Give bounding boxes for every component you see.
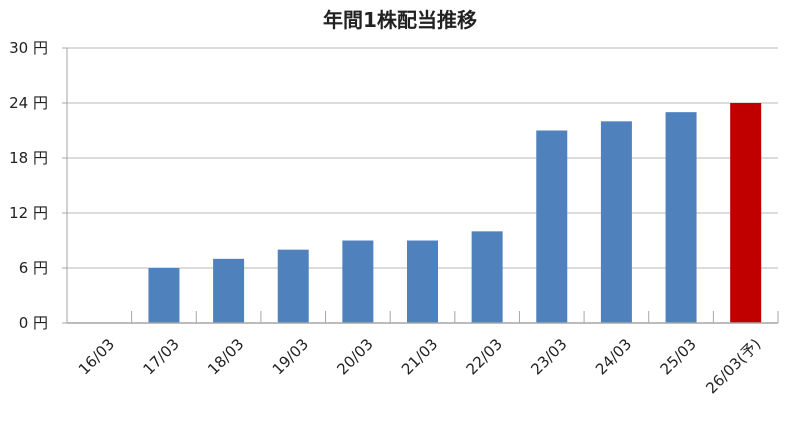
x-tick-label: 19/03 bbox=[269, 335, 312, 378]
y-axis: 0 円 6 円 12 円 18 円 24 円 30 円 bbox=[9, 39, 68, 332]
y-tick-label: 6 円 bbox=[19, 259, 48, 277]
bars bbox=[148, 103, 762, 324]
chart-title: 年間1株配当推移 bbox=[323, 8, 477, 32]
bar bbox=[536, 130, 568, 323]
y-tick-label: 0 円 bbox=[19, 314, 48, 332]
bar bbox=[600, 121, 632, 323]
bar bbox=[342, 240, 374, 323]
x-tick-label: 22/03 bbox=[463, 335, 506, 378]
x-axis: 16/03 17/03 18/03 19/03 20/03 21/03 22/03 23/03… bbox=[66, 311, 779, 397]
bar-forecast bbox=[730, 103, 762, 323]
x-tick-label: 18/03 bbox=[204, 335, 247, 378]
bar bbox=[277, 249, 309, 323]
x-tick-label: 24/03 bbox=[592, 335, 635, 378]
gridlines bbox=[67, 47, 778, 269]
bar bbox=[148, 268, 180, 323]
y-tick-label: 24 円 bbox=[9, 94, 48, 112]
bar bbox=[213, 258, 245, 323]
bar bbox=[471, 231, 503, 323]
x-tick-label: 21/03 bbox=[398, 335, 441, 378]
y-tick-label: 30 円 bbox=[9, 39, 48, 57]
x-tick-label: 25/03 bbox=[657, 335, 700, 378]
x-tick-label: 17/03 bbox=[139, 335, 182, 378]
x-tick-label: 26/03(予) bbox=[702, 335, 764, 397]
y-tick-label: 12 円 bbox=[9, 204, 48, 222]
bar bbox=[665, 112, 697, 324]
bar bbox=[407, 240, 438, 323]
x-tick-label: 16/03 bbox=[75, 335, 118, 378]
x-tick-label: 20/03 bbox=[333, 335, 376, 378]
x-tick-label: 23/03 bbox=[527, 335, 570, 378]
y-tick-label: 18 円 bbox=[9, 149, 48, 167]
